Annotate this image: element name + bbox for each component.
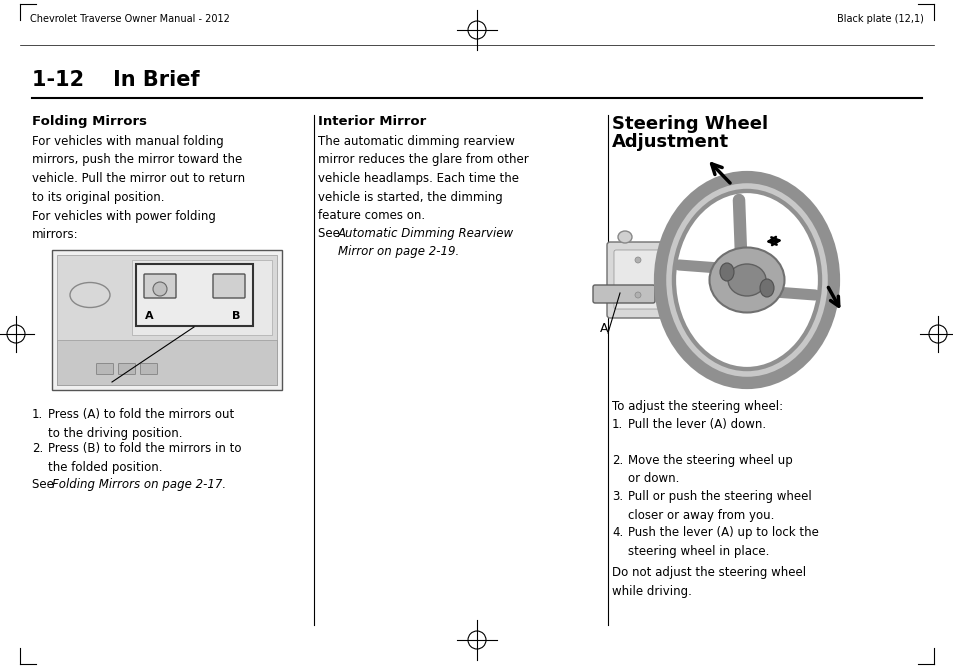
Ellipse shape	[727, 264, 765, 296]
Text: 3.: 3.	[612, 490, 622, 503]
Text: A: A	[145, 311, 153, 321]
FancyBboxPatch shape	[614, 250, 659, 309]
Text: The automatic dimming rearview
mirror reduces the glare from other
vehicle headl: The automatic dimming rearview mirror re…	[317, 135, 528, 222]
Text: Chevrolet Traverse Owner Manual - 2012: Chevrolet Traverse Owner Manual - 2012	[30, 14, 230, 24]
FancyBboxPatch shape	[118, 363, 135, 375]
Text: See: See	[32, 478, 57, 491]
Circle shape	[635, 292, 640, 298]
Text: Folding Mirrors on page 2-17.: Folding Mirrors on page 2-17.	[52, 478, 226, 491]
FancyBboxPatch shape	[140, 363, 157, 375]
Circle shape	[635, 257, 640, 263]
Text: Black plate (12,1): Black plate (12,1)	[836, 14, 923, 24]
FancyBboxPatch shape	[606, 242, 667, 318]
Text: 1.: 1.	[612, 418, 622, 431]
Text: B: B	[232, 311, 240, 321]
Text: See: See	[317, 227, 343, 240]
FancyBboxPatch shape	[144, 274, 175, 298]
Text: Press (A) to fold the mirrors out
to the driving position.: Press (A) to fold the mirrors out to the…	[48, 408, 234, 440]
Text: To adjust the steering wheel:: To adjust the steering wheel:	[612, 400, 782, 413]
Text: 4.: 4.	[612, 526, 622, 539]
Text: A: A	[599, 322, 608, 335]
Polygon shape	[132, 260, 272, 335]
Text: Pull or push the steering wheel
closer or away from you.: Pull or push the steering wheel closer o…	[627, 490, 811, 522]
FancyBboxPatch shape	[593, 285, 655, 303]
Text: Folding Mirrors: Folding Mirrors	[32, 115, 147, 128]
Ellipse shape	[709, 248, 783, 313]
Text: 1.: 1.	[32, 408, 43, 421]
FancyBboxPatch shape	[213, 274, 245, 298]
FancyBboxPatch shape	[136, 264, 253, 326]
Ellipse shape	[618, 231, 631, 243]
Text: 1-12    In Brief: 1-12 In Brief	[32, 70, 199, 90]
FancyBboxPatch shape	[96, 363, 113, 375]
Text: Automatic Dimming Rearview
Mirror on page 2-19.: Automatic Dimming Rearview Mirror on pag…	[337, 227, 514, 259]
Polygon shape	[57, 340, 276, 385]
Text: Steering Wheel: Steering Wheel	[612, 115, 767, 133]
Text: Pull the lever (A) down.: Pull the lever (A) down.	[627, 418, 765, 431]
Text: Adjustment: Adjustment	[612, 133, 728, 151]
Text: Move the steering wheel up
or down.: Move the steering wheel up or down.	[627, 454, 792, 486]
Text: 2.: 2.	[32, 442, 43, 455]
Ellipse shape	[760, 279, 773, 297]
Text: Do not adjust the steering wheel
while driving.: Do not adjust the steering wheel while d…	[612, 566, 805, 597]
Polygon shape	[57, 255, 276, 385]
Text: For vehicles with power folding
mirrors:: For vehicles with power folding mirrors:	[32, 210, 215, 242]
Text: Interior Mirror: Interior Mirror	[317, 115, 426, 128]
Text: Press (B) to fold the mirrors in to
the folded position.: Press (B) to fold the mirrors in to the …	[48, 442, 241, 474]
Text: For vehicles with manual folding
mirrors, push the mirror toward the
vehicle. Pu: For vehicles with manual folding mirrors…	[32, 135, 245, 204]
FancyBboxPatch shape	[52, 250, 282, 390]
Text: Push the lever (A) up to lock the
steering wheel in place.: Push the lever (A) up to lock the steeri…	[627, 526, 818, 558]
Text: 2.: 2.	[612, 454, 622, 467]
Ellipse shape	[720, 263, 733, 281]
Circle shape	[152, 282, 167, 296]
